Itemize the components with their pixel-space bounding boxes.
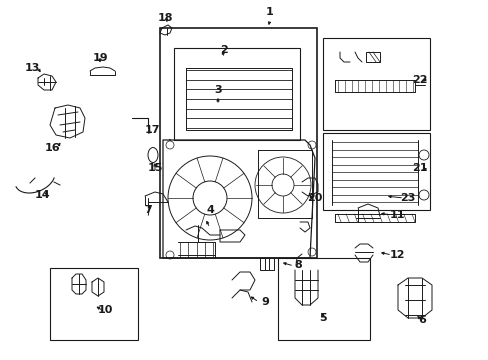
Text: 16: 16: [44, 143, 60, 153]
Bar: [174, 48, 299, 140]
Text: 20: 20: [306, 193, 322, 203]
Text: 8: 8: [293, 260, 301, 270]
Bar: [50, 268, 138, 340]
Text: 3: 3: [214, 85, 222, 95]
Text: 12: 12: [388, 250, 404, 260]
Bar: [323, 133, 429, 210]
Text: 23: 23: [400, 193, 415, 203]
Text: 6: 6: [417, 315, 425, 325]
Text: 4: 4: [205, 205, 214, 215]
Text: 9: 9: [261, 297, 268, 307]
Text: 22: 22: [411, 75, 427, 85]
Text: 1: 1: [265, 7, 273, 17]
Bar: [160, 28, 316, 258]
Text: 7: 7: [144, 205, 152, 215]
Text: 18: 18: [157, 13, 172, 23]
Text: 15: 15: [147, 163, 163, 173]
Text: 2: 2: [220, 45, 227, 55]
Bar: [278, 258, 369, 340]
Bar: [323, 38, 429, 130]
Text: 11: 11: [388, 210, 404, 220]
Text: 10: 10: [97, 305, 112, 315]
Text: 14: 14: [34, 190, 50, 200]
Text: 19: 19: [92, 53, 107, 63]
Text: 5: 5: [319, 313, 326, 323]
Text: 13: 13: [24, 63, 40, 73]
Bar: [365, 52, 379, 62]
Text: 17: 17: [144, 125, 160, 135]
Text: 21: 21: [411, 163, 427, 173]
